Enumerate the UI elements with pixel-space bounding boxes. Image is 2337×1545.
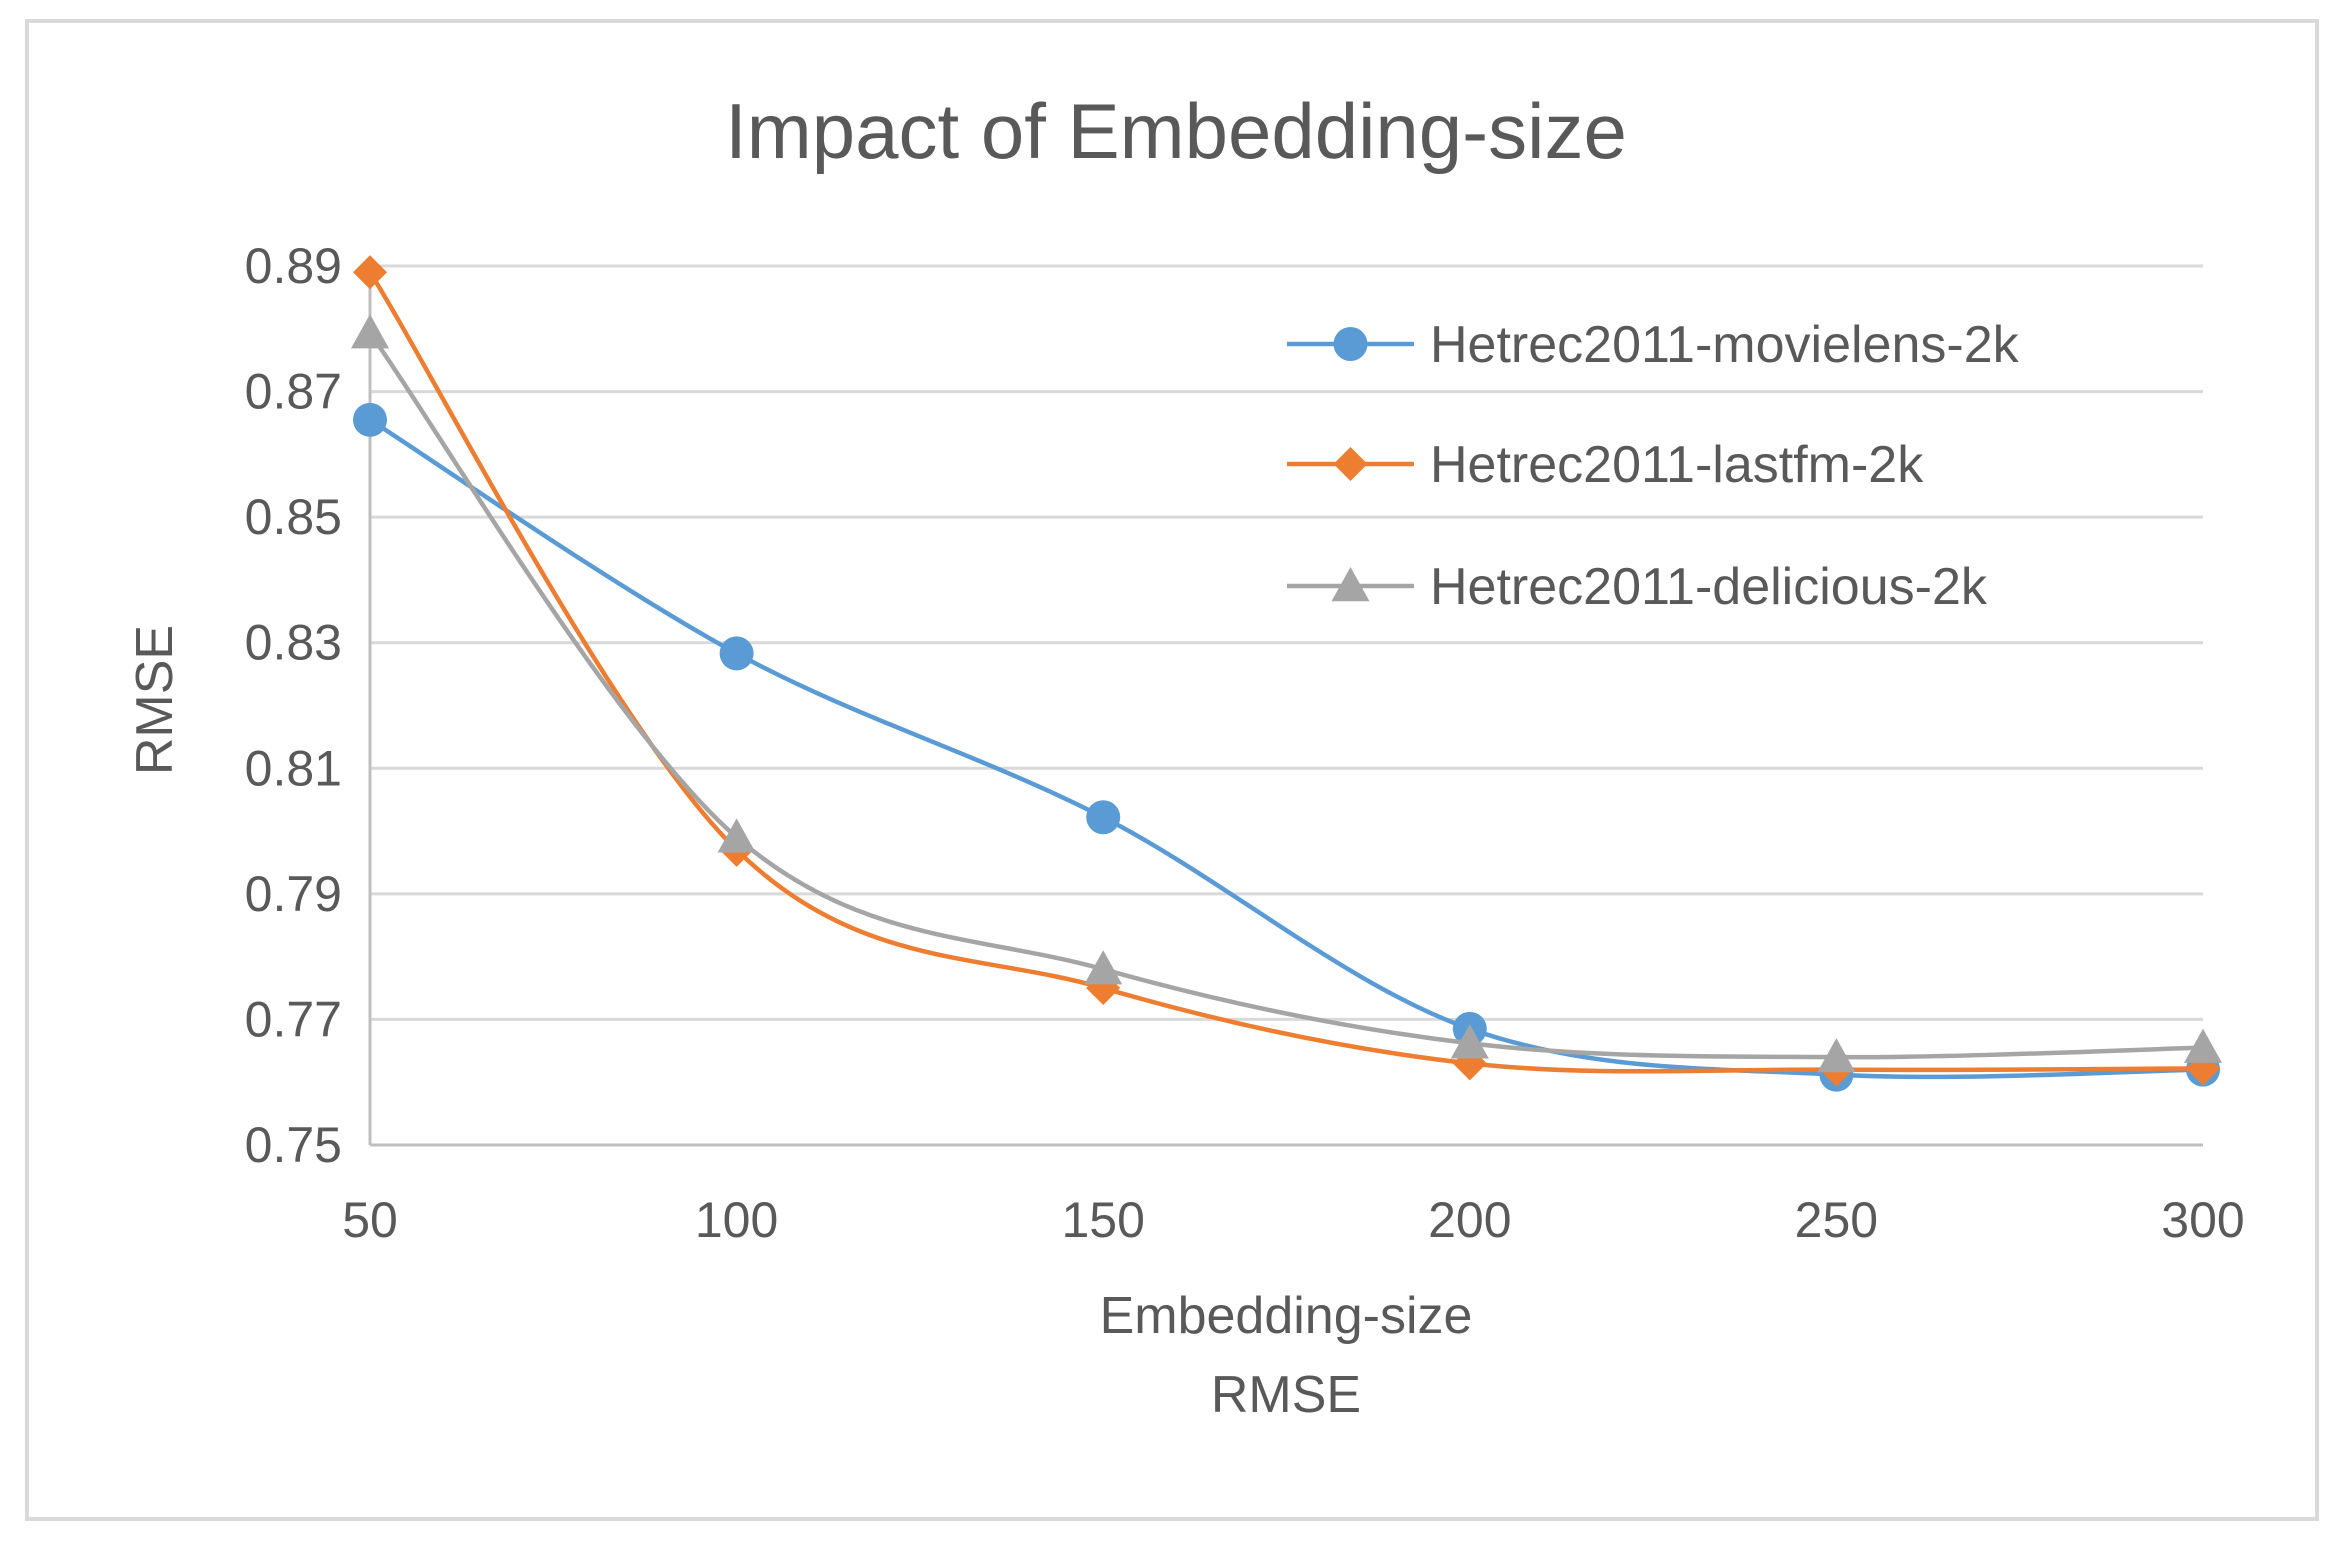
data-point <box>1084 950 1123 985</box>
data-point <box>2184 1028 2222 1063</box>
chart-title: Impact of Embedding-size <box>725 87 1627 175</box>
legend-item: Hetrec2011-lastfm-2k <box>1287 436 1924 494</box>
y-tick-label: 0.77 <box>245 991 342 1047</box>
series-3 <box>351 314 2222 1073</box>
series-line <box>367 417 2206 1080</box>
legend-marker <box>1331 567 1370 602</box>
series <box>351 255 2222 1092</box>
y-tick-label: 0.85 <box>245 489 342 545</box>
y-tick-label: 0.89 <box>245 238 342 294</box>
series-line <box>367 270 2206 1074</box>
legend: Hetrec2011-movielens-2k Hetrec2011-lastfm… <box>1287 316 2020 616</box>
chart-frame <box>25 19 2319 1521</box>
data-point <box>1086 800 1121 835</box>
data-point <box>353 402 387 437</box>
x-tick-label: 250 <box>1795 1192 1878 1248</box>
y-tick-label: 0.81 <box>245 740 342 796</box>
legend-label: Hetrec2011-delicious-2k <box>1430 558 1988 616</box>
x-axis-sublabel: RMSE <box>1211 1366 1361 1424</box>
x-tick-label: 150 <box>1061 1192 1144 1248</box>
data-point <box>1817 1038 1856 1073</box>
legend-label: Hetrec2011-movielens-2k <box>1430 316 2020 374</box>
x-tick-label: 50 <box>342 1192 398 1248</box>
data-point <box>351 314 389 349</box>
x-tick-label: 200 <box>1428 1192 1511 1248</box>
legend-label: Hetrec2011-lastfm-2k <box>1430 436 1924 494</box>
legend-marker <box>1333 327 1368 361</box>
data-point <box>1450 1024 1489 1059</box>
tick-labels: 0.75 0.77 0.79 0.81 0.83 0.85 0.87 0.89 50 100 150… <box>245 238 2245 1248</box>
x-axis-label: Embedding-size <box>1100 1287 1473 1345</box>
legend-marker <box>1333 447 1368 481</box>
data-point <box>719 636 754 671</box>
x-tick-label: 100 <box>695 1192 778 1248</box>
legend-item: Hetrec2011-delicious-2k <box>1287 558 1988 616</box>
x-tick-label: 300 <box>2161 1192 2244 1248</box>
y-tick-label: 0.79 <box>245 866 342 922</box>
y-tick-label: 0.83 <box>245 615 342 671</box>
y-axis-label: RMSE <box>126 625 184 775</box>
data-point <box>353 255 387 290</box>
series-line <box>367 330 2206 1060</box>
legend-item: Hetrec2011-movielens-2k <box>1287 316 2020 374</box>
y-tick-label: 0.75 <box>245 1117 342 1173</box>
gridlines <box>370 264 2203 1021</box>
y-tick-label: 0.87 <box>245 364 342 420</box>
data-point <box>717 818 756 853</box>
